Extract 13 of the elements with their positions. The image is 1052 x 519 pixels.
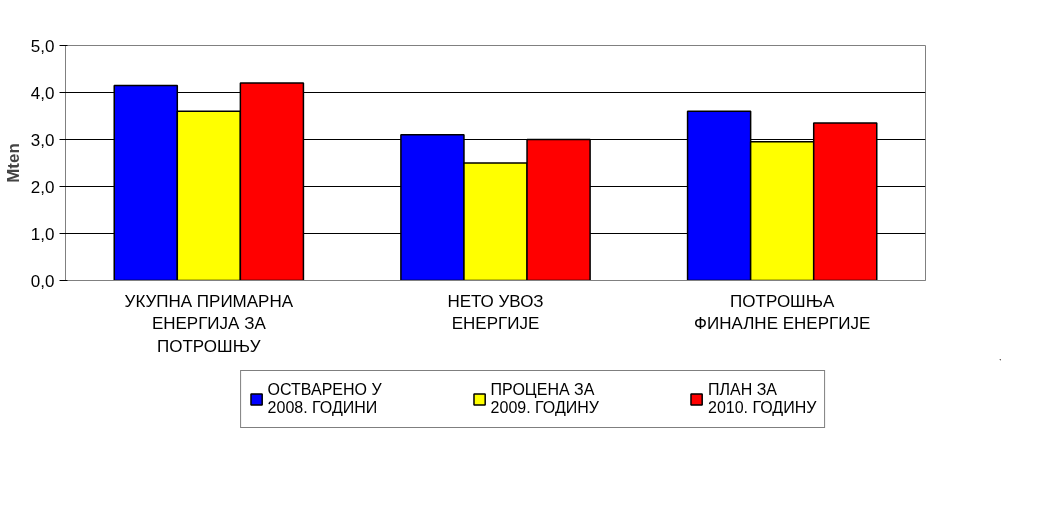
legend-label: ПЛАН ЗА 2010. ГОДИНУ [708,380,817,418]
y-tick-label: 4,0 [30,83,55,103]
y-tick-label: 2,0 [30,177,55,197]
x-tick-label: УКУПНА ПРИМАРНА ЕНЕРГИЈА ЗА ПОТРОШЊУ [124,291,294,357]
y-tick-label: 3,0 [30,130,55,150]
y-tick-label: 5,0 [30,36,55,56]
y-tick-label: 0,0 [30,271,55,291]
y-axis-title: Mten [3,143,23,183]
x-tick-label: ПОТРОШЊА ФИНАЛНЕ ЕНЕРГИЈЕ [694,291,871,334]
y-tick-label: 1,0 [30,224,55,244]
legend-label: ОСТВАРЕНО У 2008. ГОДИНИ [267,380,382,418]
x-tick-label: НЕТО УВОЗ ЕНЕРГИЈЕ [447,291,544,334]
legend-label: ПРОЦЕНА ЗА 2009. ГОДИНУ [490,380,600,418]
